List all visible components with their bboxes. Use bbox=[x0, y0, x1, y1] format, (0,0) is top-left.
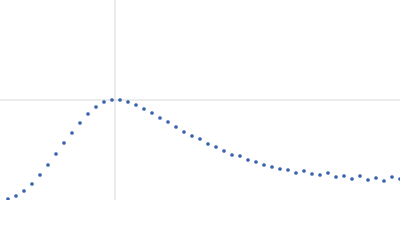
data-point bbox=[350, 177, 354, 181]
data-point bbox=[374, 176, 378, 180]
data-point bbox=[6, 197, 10, 200]
data-point bbox=[190, 134, 194, 138]
data-point bbox=[358, 174, 362, 178]
data-point bbox=[230, 153, 234, 157]
data-point bbox=[270, 165, 274, 169]
data-point bbox=[366, 178, 370, 182]
data-point bbox=[278, 167, 282, 171]
chart bbox=[0, 0, 400, 200]
data-point bbox=[198, 137, 202, 141]
data-point bbox=[390, 175, 394, 179]
data-point bbox=[382, 179, 386, 183]
data-point bbox=[142, 107, 146, 111]
data-point bbox=[174, 125, 178, 129]
data-point bbox=[334, 175, 338, 179]
data-point bbox=[286, 168, 290, 172]
data-point bbox=[342, 174, 346, 178]
data-point bbox=[150, 111, 154, 115]
data-point bbox=[166, 120, 170, 124]
data-point bbox=[134, 103, 138, 107]
data-point bbox=[294, 171, 298, 175]
data-point bbox=[182, 130, 186, 134]
data-point bbox=[262, 163, 266, 167]
data-point bbox=[102, 100, 106, 104]
data-point bbox=[238, 154, 242, 158]
data-point bbox=[62, 141, 66, 145]
data-point bbox=[222, 149, 226, 153]
data-point bbox=[126, 100, 130, 104]
data-point bbox=[86, 112, 90, 116]
data-point bbox=[118, 98, 122, 102]
data-point bbox=[214, 145, 218, 149]
data-point bbox=[206, 142, 210, 146]
data-point bbox=[302, 169, 306, 173]
data-point bbox=[70, 131, 74, 135]
data-point bbox=[22, 189, 26, 193]
data-point bbox=[38, 173, 42, 177]
data-point bbox=[78, 121, 82, 125]
data-point bbox=[94, 105, 98, 109]
data-point bbox=[318, 173, 322, 177]
data-point bbox=[14, 194, 18, 198]
data-point bbox=[310, 172, 314, 176]
data-point bbox=[30, 182, 34, 186]
data-point bbox=[46, 163, 50, 167]
data-point bbox=[110, 98, 114, 102]
data-point bbox=[54, 152, 58, 156]
data-point bbox=[246, 158, 250, 162]
data-point bbox=[158, 116, 162, 120]
data-point bbox=[326, 171, 330, 175]
data-point bbox=[254, 160, 258, 164]
